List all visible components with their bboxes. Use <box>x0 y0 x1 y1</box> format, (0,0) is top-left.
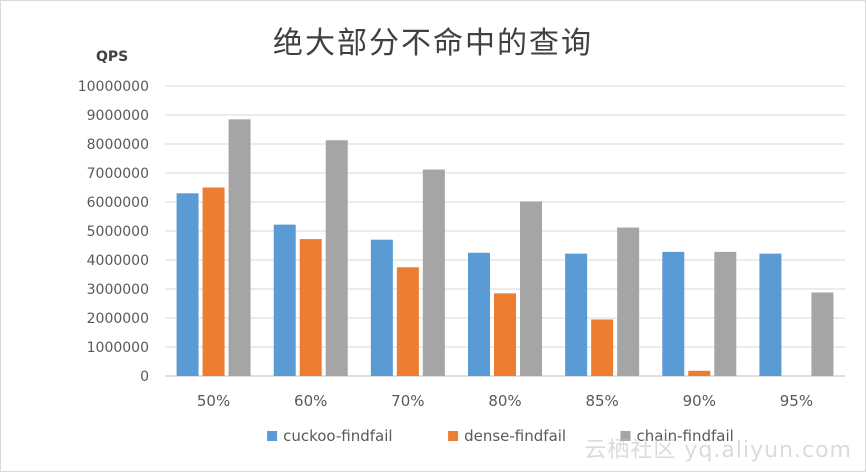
x-tick-label: 90% <box>683 392 716 410</box>
y-tick-label: 9000000 <box>87 108 149 124</box>
bar-cuckoo-findfail-60% <box>273 224 296 376</box>
y-tick-label: 0 <box>140 369 149 385</box>
y-tick-label: 5000000 <box>87 224 149 240</box>
y-axis-label: QPS <box>96 49 129 65</box>
y-tick-label: 8000000 <box>87 137 149 153</box>
legend: cuckoo-findfail dense-findfail chain-findf… <box>267 427 734 445</box>
bar-chain-findfail-80% <box>520 201 542 376</box>
bar-dense-findfail-50% <box>202 187 225 376</box>
bar-cuckoo-findfail-90% <box>662 251 685 376</box>
legend-swatch <box>620 431 631 441</box>
bar-cuckoo-findfail-95% <box>759 253 782 376</box>
x-tick-label: 70% <box>391 392 424 410</box>
bar-dense-findfail-90% <box>688 370 711 376</box>
y-tick-labels: 0 1000000 2000000 3000000 4000000 5000000 6000… <box>78 79 149 385</box>
bar-dense-findfail-80% <box>494 293 516 376</box>
x-tick-label: 80% <box>488 392 521 410</box>
y-tick-label: 10000000 <box>78 79 149 95</box>
watermark-text: 云栖社区 yq.aliyun.com <box>584 438 852 463</box>
bar-chain-findfail-70% <box>422 169 445 376</box>
bar-chain-findfail-50% <box>228 119 251 376</box>
x-tick-label: 50% <box>197 392 230 410</box>
legend-label: dense-findfail <box>464 427 566 445</box>
x-tick-label: 85% <box>585 392 618 410</box>
legend-swatch <box>267 431 278 441</box>
bar-chain-findfail-60% <box>325 140 348 376</box>
bar-cuckoo-findfail-70% <box>370 239 393 376</box>
bar-dense-findfail-60% <box>299 239 322 376</box>
bar-dense-findfail-70% <box>396 267 419 376</box>
legend-swatch <box>448 431 459 441</box>
legend-label: cuckoo-findfail <box>283 427 392 445</box>
bar-chain-findfail-90% <box>714 251 737 376</box>
y-tick-label: 6000000 <box>87 195 149 211</box>
bar-dense-findfail-85% <box>591 319 614 376</box>
bar-cuckoo-findfail-80% <box>468 252 490 376</box>
x-tick-label: 95% <box>780 392 813 410</box>
bar-chain-findfail-95% <box>811 292 834 376</box>
bar-chain-findfail-85% <box>617 227 640 376</box>
x-tick-labels: 50% 60% 70% 80% 85% 90% 95% <box>197 392 813 410</box>
y-tick-label: 3000000 <box>87 282 149 298</box>
bars <box>176 119 834 376</box>
legend-label: chain-findfail <box>637 427 734 445</box>
y-tick-label: 7000000 <box>87 166 149 182</box>
bar-cuckoo-findfail-85% <box>565 253 588 376</box>
y-tick-label: 4000000 <box>87 253 149 269</box>
bar-cuckoo-findfail-50% <box>176 193 199 376</box>
chart-title: 绝大部分不命中的查询 <box>273 26 593 61</box>
x-tick-label: 60% <box>294 392 327 410</box>
y-tick-label: 2000000 <box>87 311 149 327</box>
y-tick-label: 1000000 <box>87 340 149 356</box>
